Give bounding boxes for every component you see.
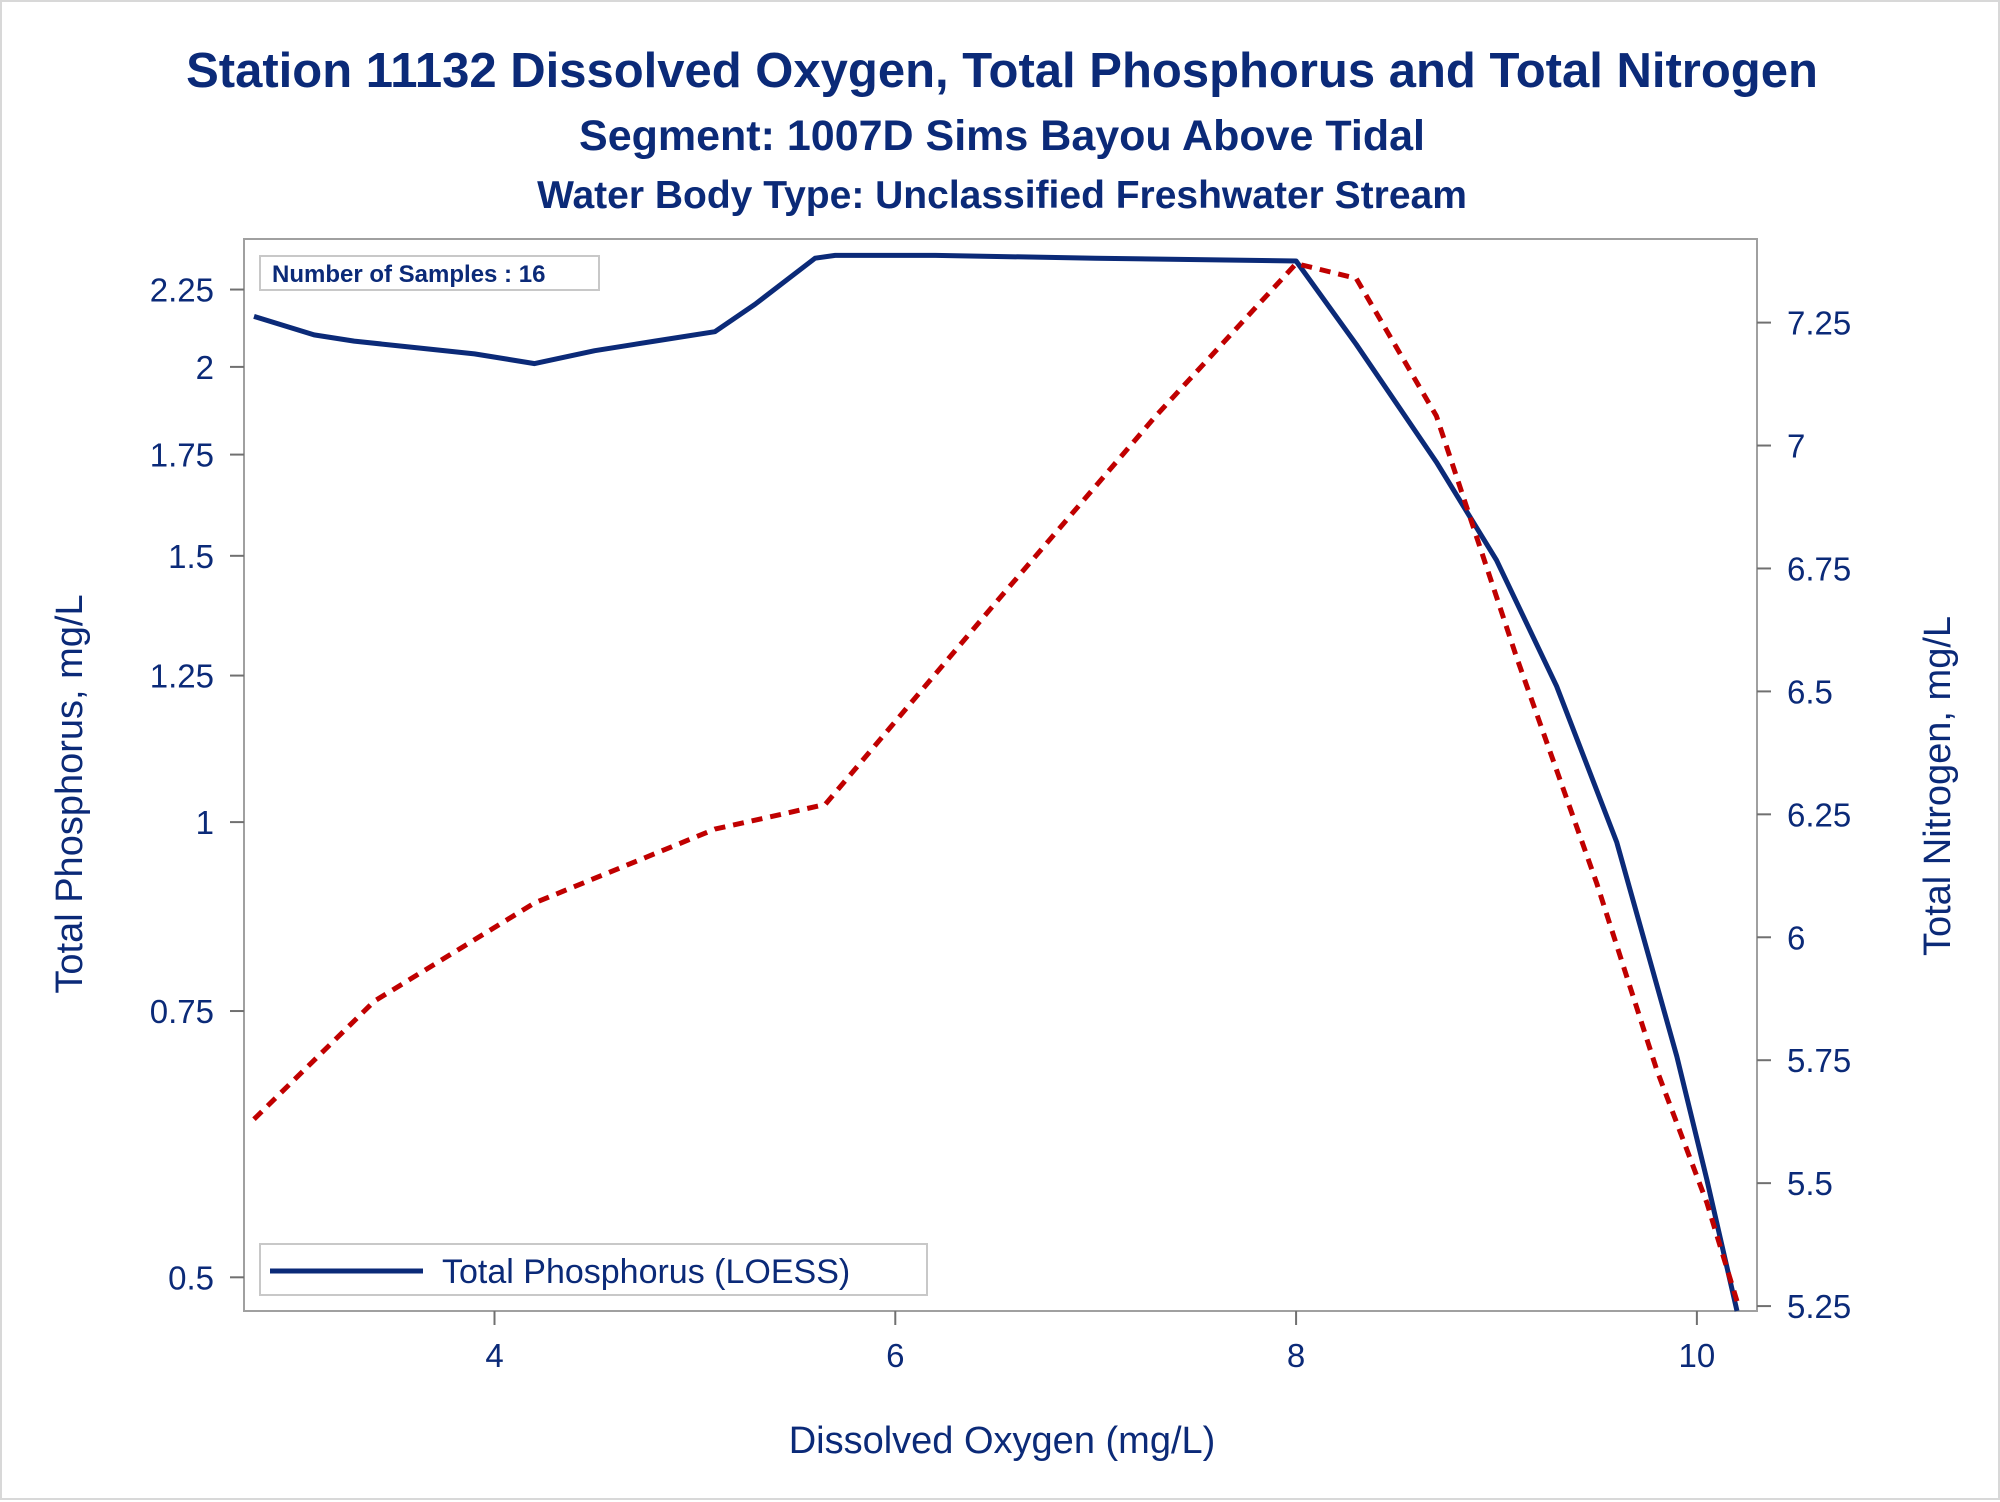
phosphorus-series-line <box>253 252 1740 1312</box>
y-tick-label: 1 <box>196 804 214 841</box>
y2-tick-label: 6.75 <box>1787 550 1851 587</box>
y-tick-label: 0.75 <box>150 993 214 1030</box>
y-axis-label-right: Total Nitrogen, mg/L <box>1917 616 1959 956</box>
y-tick-label: 1.75 <box>150 437 214 474</box>
y2-tick-label: 6 <box>1787 919 1805 956</box>
y2-tick-label: 6.5 <box>1787 673 1833 710</box>
sample-count-text: Number of Samples : 16 <box>272 261 545 288</box>
sample-count-box <box>259 255 600 291</box>
y-axis-label-left: Total Phosphorus, mg/L <box>49 594 91 993</box>
y-axis-left: 0.5 0.75 1 1.25 1.5 1.75 2 2.25 <box>150 272 244 1296</box>
y-tick-label: 1.5 <box>168 538 214 575</box>
y2-tick-label: 7 <box>1787 428 1805 465</box>
y2-tick-label: 5.5 <box>1787 1165 1833 1202</box>
y2-tick-label: 5.25 <box>1787 1288 1851 1325</box>
chart-subtitle-2: Water Body Type: Unclassified Freshwater… <box>537 174 1467 217</box>
x-axis-label: Dissolved Oxygen (mg/L) <box>789 1420 1216 1462</box>
series-layer <box>252 252 1740 1312</box>
x-tick-label: 8 <box>1287 1337 1305 1374</box>
x-tick-label: 4 <box>485 1337 503 1374</box>
chart-title: Station 11132 Dissolved Oxygen, Total Ph… <box>186 44 1818 98</box>
y-tick-label: 2 <box>196 349 214 386</box>
y2-tick-label: 7.25 <box>1787 305 1851 342</box>
x-tick-label: 6 <box>886 1337 904 1374</box>
legend-label-phosphorus: Total Phosphorus (LOESS) <box>442 1253 850 1291</box>
nitrogen-series-line <box>252 261 1740 1302</box>
chart-subtitle: Segment: 1007D Sims Bayou Above Tidal <box>579 112 1425 160</box>
y2-tick-label: 6.25 <box>1787 796 1851 833</box>
x-axis: 4 6 8 10 <box>485 1311 1715 1374</box>
y-axis-right: 5.25 5.5 5.75 6 6.25 6.5 6.75 7 7.25 <box>1757 305 1851 1325</box>
x-tick-label: 10 <box>1679 1337 1716 1374</box>
y2-tick-label: 5.75 <box>1787 1042 1851 1079</box>
y-tick-label: 2.25 <box>150 272 214 309</box>
y-tick-label: 1.25 <box>150 658 214 695</box>
plot-area <box>243 238 1758 1312</box>
y-tick-label: 0.5 <box>168 1259 214 1296</box>
